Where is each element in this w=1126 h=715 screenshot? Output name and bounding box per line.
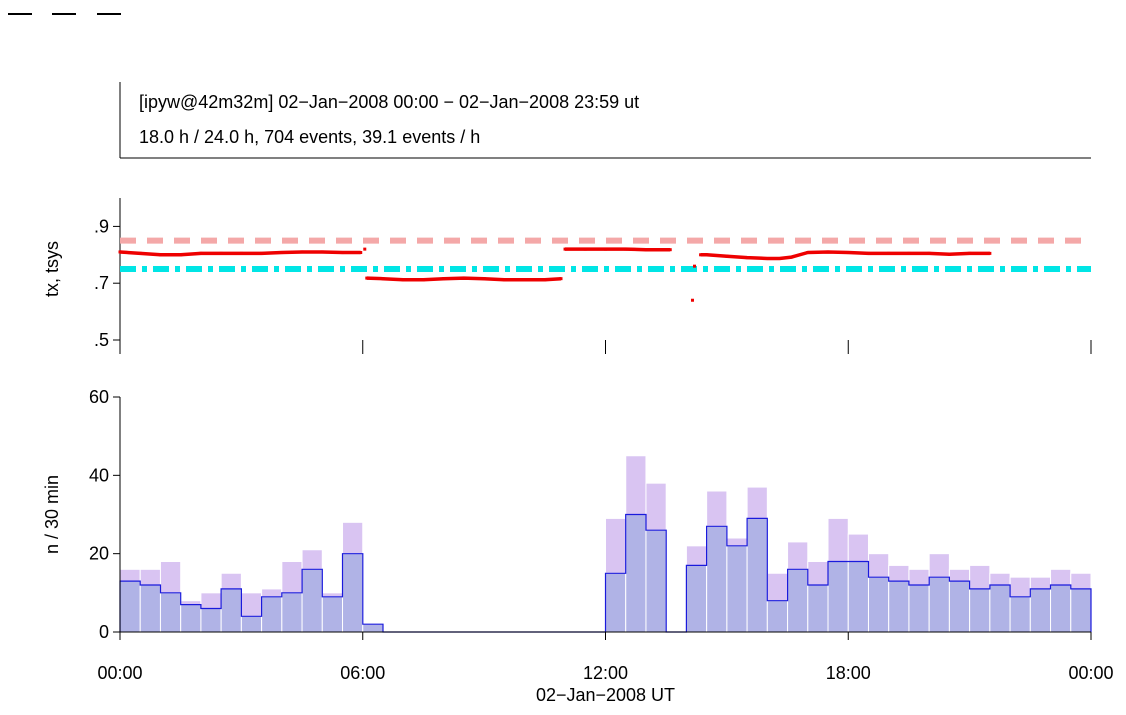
header-line1: [ipyw@42m32m] 02−Jan−2008 00:00 − 02−Jan… bbox=[139, 92, 639, 112]
subset-bar bbox=[706, 525, 728, 633]
tx-series-line bbox=[700, 250, 990, 261]
tx-tsys-axes: .5 .7 .9 bbox=[94, 198, 1092, 354]
tx-point bbox=[699, 253, 703, 257]
subset-bar bbox=[220, 588, 242, 633]
tx-series-line bbox=[366, 276, 562, 282]
subset-bar bbox=[159, 592, 182, 633]
subset-bar bbox=[685, 564, 708, 633]
subset-bar bbox=[362, 623, 384, 633]
header-line2: 18.0 h / 24.0 h, 704 events, 39.1 events… bbox=[139, 127, 480, 147]
tx-point bbox=[693, 264, 697, 268]
subset-bar bbox=[119, 580, 141, 633]
subset-bar bbox=[827, 561, 849, 633]
histogram-x-tick-label: 12:00 bbox=[583, 663, 628, 683]
subset-bar bbox=[261, 596, 283, 633]
histogram-x-tick-label: 00:00 bbox=[1068, 663, 1113, 683]
subset-bar bbox=[625, 514, 647, 633]
tx-point bbox=[690, 298, 694, 302]
histogram-panel: 0 20 40 60 00:00 06:00 12:00 18:00 00:00 n / 30 … bbox=[42, 387, 1114, 705]
histogram-ylabel: n / 30 min bbox=[42, 475, 62, 554]
histogram-y-tick-label: 60 bbox=[89, 387, 109, 407]
subset-bar bbox=[1050, 584, 1072, 633]
subset-bar bbox=[1070, 588, 1092, 633]
subset-bar bbox=[240, 615, 263, 633]
histogram-xlabel: 02−Jan−2008 UT bbox=[536, 685, 675, 705]
subset-bar bbox=[888, 580, 910, 633]
histogram-y-tick-label: 20 bbox=[89, 544, 109, 564]
tx-tsys-reference-lines bbox=[120, 237, 1091, 272]
tx-tsys-panel: .5 .7 .9 tx, tsys bbox=[42, 198, 1092, 354]
subset-bar bbox=[969, 588, 991, 633]
subset-bar bbox=[281, 592, 303, 633]
subset-bar bbox=[787, 568, 809, 633]
tx-tsys-y-tick-label: .9 bbox=[94, 216, 109, 236]
subset-bar bbox=[807, 584, 829, 633]
tx-series-line bbox=[565, 247, 671, 252]
histogram-subset-bars bbox=[119, 513, 1092, 633]
histogram-y-tick-label: 40 bbox=[89, 465, 109, 485]
tx-tsys-y-tick-label: .5 bbox=[94, 330, 109, 350]
subset-bar bbox=[605, 572, 627, 633]
subset-bar bbox=[989, 584, 1011, 633]
subset-bar bbox=[928, 576, 950, 633]
subset-bar bbox=[847, 561, 869, 633]
header-panel: [ipyw@42m32m] 02−Jan−2008 00:00 − 02−Jan… bbox=[119, 82, 1091, 159]
subset-bar bbox=[948, 580, 971, 633]
subset-bar bbox=[180, 604, 202, 633]
tx-point bbox=[365, 276, 369, 280]
tx-point bbox=[668, 248, 672, 252]
histogram-axes: 0 20 40 60 00:00 06:00 12:00 18:00 00:00 bbox=[89, 387, 1114, 683]
subset-bar bbox=[645, 529, 667, 633]
subset-bar bbox=[1009, 596, 1031, 633]
tx-tsys-ylabel: tx, tsys bbox=[42, 241, 62, 297]
subset-bar bbox=[321, 596, 344, 633]
histogram-x-tick-label: 06:00 bbox=[340, 663, 385, 683]
histogram-x-tick-label: 18:00 bbox=[826, 663, 871, 683]
histogram-y-tick-label: 0 bbox=[99, 622, 109, 642]
subset-bar bbox=[908, 584, 930, 633]
subset-bar bbox=[139, 584, 161, 633]
subset-bar bbox=[746, 517, 768, 633]
subset-bar bbox=[200, 608, 222, 633]
subset-bar bbox=[1029, 588, 1052, 633]
subset-bar bbox=[342, 553, 364, 633]
subset-bar bbox=[301, 568, 323, 633]
tx-point bbox=[363, 247, 367, 251]
tx-tsys-y-tick-label: .7 bbox=[94, 273, 109, 293]
tx-point bbox=[118, 250, 122, 254]
subset-bar bbox=[726, 545, 748, 633]
subset-step-outline bbox=[119, 513, 1092, 633]
tx-series-line bbox=[119, 250, 361, 257]
tx-series bbox=[118, 247, 992, 302]
subset-bar bbox=[766, 600, 789, 633]
tx-point bbox=[359, 251, 363, 255]
histogram-x-tick-label: 00:00 bbox=[97, 663, 142, 683]
subset-bar bbox=[867, 576, 890, 633]
